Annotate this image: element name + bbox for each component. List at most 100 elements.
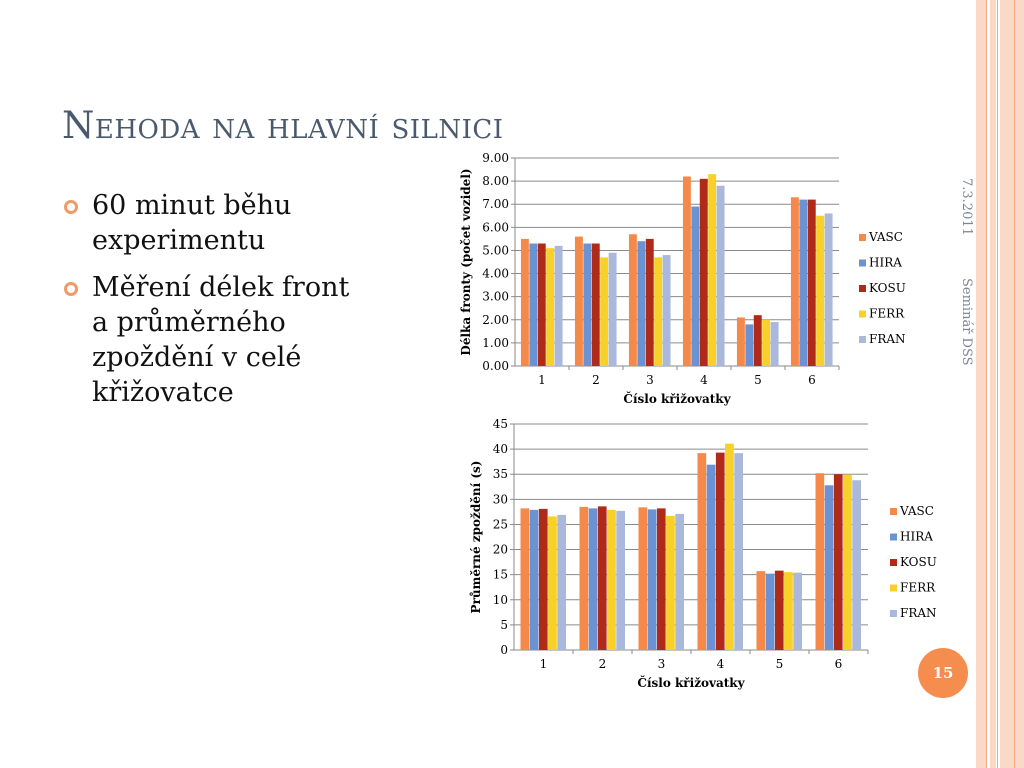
page-number-badge: 15 [918,648,968,698]
side-line-1 [986,0,987,768]
bar-hira [824,485,834,650]
y-tick-label: 5.00 [482,243,509,257]
side-line-3 [1014,0,1015,768]
bar-kosu [715,452,725,650]
bar-vasc [697,453,707,650]
legend-swatch [890,610,897,617]
bar-fran [716,185,725,366]
legend-swatch [890,533,897,541]
y-tick-label: 5 [500,618,508,632]
slide-title: Nehoda na hlavní silnici [62,104,504,147]
bar-kosu [807,199,816,366]
vertical-footer: 7.3.2011 Seminář DSS [944,178,974,378]
bar-fran [793,572,803,650]
side-stripe-3 [1000,0,1024,768]
bullet-item: Měření délek front a průměrného zpoždění… [62,270,362,410]
x-tick-label: 5 [776,657,784,671]
bar-ferr [607,509,616,650]
y-tick-label: 8.00 [482,174,509,188]
x-tick-label: 3 [658,657,666,671]
legend-swatch [890,508,897,515]
bar-ferr [548,516,557,650]
bar-ferr [816,215,825,366]
y-tick-label: 15 [493,568,508,582]
side-stripe-2 [990,0,996,768]
bar-kosu [656,508,666,650]
bar-fran [770,322,779,366]
bar-vasc [638,507,648,650]
bar-ferr [666,515,675,650]
side-stripe-1 [976,0,986,768]
bar-ferr [600,257,609,366]
bar-kosu [645,238,654,366]
bar-vasc [520,238,529,366]
legend-swatch [859,285,866,292]
bar-kosu [537,243,546,366]
bar-ferr [546,248,555,366]
bar-hira [529,509,539,650]
bar-vasc [574,236,583,366]
bar-fran [608,252,617,366]
bar-ferr [784,572,793,650]
bullet-item: 60 minut běhu experimentu [62,188,362,258]
bar-kosu [774,570,784,650]
x-tick-label: 4 [717,657,725,671]
bar-ferr [725,443,734,650]
legend-label: FERR [900,581,936,595]
x-tick-label: 2 [599,657,607,671]
legend-label: VASC [899,504,934,518]
slide-date: 7.3.2011 [959,178,974,236]
bar-vasc [520,508,530,650]
bar-fran [554,245,563,366]
legend-swatch [859,310,866,318]
y-tick-label: 20 [493,543,508,557]
legend-swatch [890,584,897,592]
bar-kosu [753,315,762,366]
bar-hira [691,206,700,366]
bar-fran [824,213,833,366]
legend-label: KOSU [900,555,937,569]
x-tick-label: 5 [754,373,762,387]
bar-hira [765,573,775,650]
bar-vasc [756,571,766,650]
bar-fran [675,513,685,650]
bar-fran [662,255,671,366]
bar-vasc [790,197,799,366]
bullet-text: 60 minut běhu experimentu [92,190,292,256]
y-tick-label: 2.00 [482,313,509,327]
bar-hira [745,324,754,366]
legend-label: KOSU [869,281,906,295]
legend-label: VASC [868,230,903,244]
y-tick-label: 7.00 [482,197,509,211]
bar-kosu [597,506,607,650]
bar-hira [799,199,808,366]
x-axis-label: Číslo křižovatky [623,390,731,406]
bar-hira [706,464,716,650]
slide-footer: Seminář DSS [959,278,974,366]
bar-ferr [654,257,663,366]
y-tick-label: 1.00 [482,336,509,350]
y-tick-label: 4.00 [482,267,509,281]
y-axis-label: Průměrné zpoždění (s) [469,461,483,614]
y-tick-label: 10 [493,593,508,607]
bar-hira [583,243,592,366]
bar-fran [852,480,862,650]
bar-hira [637,241,646,366]
bar-vasc [579,506,589,650]
legend-swatch [859,336,866,343]
legend-swatch [859,259,866,267]
bar-ferr [843,474,852,650]
bar-vasc [682,176,691,366]
legend-label: FERR [869,307,905,321]
y-tick-label: 40 [493,442,508,456]
y-tick-label: 30 [493,492,508,506]
legend-label: HIRA [869,256,902,270]
bullet-list: 60 minut běhu experimentu Měření délek f… [62,188,362,422]
y-tick-label: 0 [500,643,508,657]
legend-swatch [890,559,897,566]
bar-vasc [736,317,745,366]
x-axis-label: Číslo křižovatky [637,674,745,690]
x-tick-label: 3 [646,373,654,387]
y-tick-label: 6.00 [482,220,509,234]
